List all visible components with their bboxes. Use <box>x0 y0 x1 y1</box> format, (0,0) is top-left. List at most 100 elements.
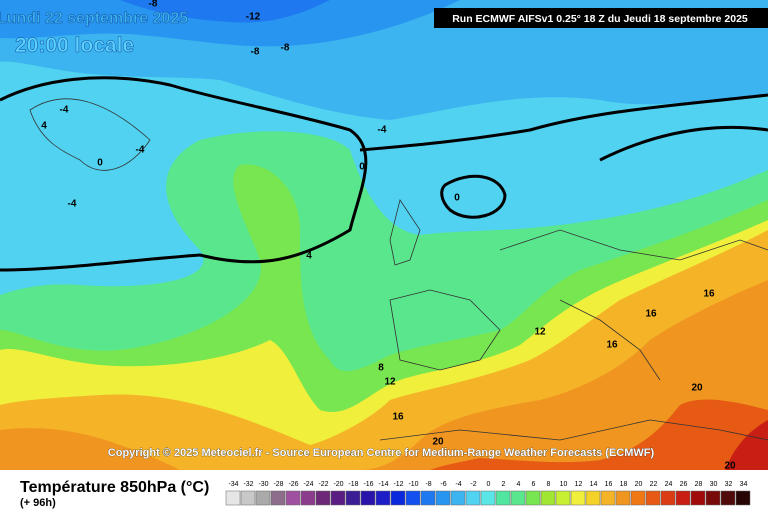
legend-label: -18 <box>348 481 358 488</box>
legend-swatch <box>735 490 751 506</box>
legend-label: 16 <box>605 481 613 488</box>
legend-label: -20 <box>333 481 343 488</box>
legend-label: 30 <box>710 481 718 488</box>
legend-swatch <box>495 490 511 506</box>
contour-label: -4 <box>136 145 145 156</box>
legend-swatch <box>240 490 256 506</box>
forecast-date: Lundi 22 septembre 2025 <box>0 10 188 27</box>
legend-label: -14 <box>378 481 388 488</box>
legend-label: -6 <box>440 481 446 488</box>
field-red <box>430 399 768 470</box>
legend-swatch <box>270 490 286 506</box>
field-darkred <box>725 420 768 470</box>
legend-swatch <box>420 490 436 506</box>
run-info: Run ECMWF AIFSv1 0.25° 18 Z du Jeudi 18 … <box>452 13 748 25</box>
legend-label: -32 <box>243 481 253 488</box>
legend-swatch <box>660 490 676 506</box>
contour-0-east <box>359 93 768 152</box>
legend-swatch <box>720 490 736 506</box>
legend-label: -4 <box>455 481 461 488</box>
legend-label: -28 <box>273 481 283 488</box>
contour-label: 16 <box>703 289 715 300</box>
contour-label: -4 <box>68 199 77 210</box>
contour-label: 20 <box>724 461 736 472</box>
coastlines <box>29 98 768 441</box>
legend-label: -16 <box>363 481 373 488</box>
contour-label: 12 <box>384 377 396 388</box>
contour-label: -12 <box>246 12 261 23</box>
legend-label: 24 <box>665 481 673 488</box>
legend-label: -2 <box>470 481 476 488</box>
contour-label: -4 <box>378 125 387 136</box>
contour-0-scandinavia <box>599 125 768 162</box>
field-darkorange <box>0 280 768 470</box>
contour-0 <box>0 76 368 272</box>
legend-swatch <box>615 490 631 506</box>
legend-swatch <box>450 490 466 506</box>
legend-swatch <box>510 490 526 506</box>
contour-0-uk <box>440 174 507 219</box>
contour-label: -8 <box>251 47 260 58</box>
legend-swatch <box>570 490 586 506</box>
legend-label: 22 <box>650 481 658 488</box>
legend-swatch <box>675 490 691 506</box>
contour-label: 20 <box>691 383 703 394</box>
legend-label: 12 <box>575 481 583 488</box>
legend: -34 -32 -30 -28 -26 -24 -22 -20 -18 -16 -14 -12 -10-… <box>225 481 751 506</box>
legend-swatch <box>255 490 271 506</box>
legend-label: 14 <box>590 481 598 488</box>
legend-swatch <box>360 490 376 506</box>
legend-label: 0 <box>487 481 491 488</box>
contour-label: 8 <box>378 363 384 374</box>
contour-label: 16 <box>645 309 657 320</box>
footer-subtitle: (+ 96h) <box>20 497 56 509</box>
legend-label: -10 <box>408 481 418 488</box>
legend-label: -12 <box>393 481 403 488</box>
legend-label: -34 <box>228 481 238 488</box>
legend-label: 10 <box>560 481 568 488</box>
legend-swatch <box>330 490 346 506</box>
legend-label: -26 <box>288 481 298 488</box>
legend-label: -24 <box>303 481 313 488</box>
contour-label: 16 <box>606 340 618 351</box>
legend-swatch <box>585 490 601 506</box>
legend-swatch <box>390 490 406 506</box>
legend-swatch <box>600 490 616 506</box>
legend-swatch <box>630 490 646 506</box>
legend-swatch <box>540 490 556 506</box>
legend-label: 28 <box>695 481 703 488</box>
legend-swatch <box>690 490 706 506</box>
legend-label: -22 <box>318 481 328 488</box>
legend-label: 6 <box>532 481 536 488</box>
legend-swatch <box>705 490 721 506</box>
contour-label: 4 <box>41 121 47 132</box>
legend-label: 34 <box>740 481 748 488</box>
temperature-field <box>0 0 768 471</box>
legend-label: -8 <box>425 481 431 488</box>
legend-label: 2 <box>502 481 506 488</box>
legend-swatch <box>480 490 496 506</box>
field-darkblue <box>0 0 460 47</box>
legend-swatch <box>300 490 316 506</box>
contour-label: 0 <box>359 162 365 173</box>
legend-swatch <box>555 490 571 506</box>
forecast-time: 20:00 locale <box>15 34 134 57</box>
legend-swatch <box>435 490 451 506</box>
legend-swatch <box>285 490 301 506</box>
legend-label: 20 <box>635 481 643 488</box>
contour-labels: -8-12-8 -8-44-40-4-4004161612168121620202… <box>41 0 736 472</box>
contour-label: 0 <box>454 193 460 204</box>
contour-label: 4 <box>306 251 312 262</box>
contour-label: -8 <box>281 43 290 54</box>
contour-label: 16 <box>392 412 404 423</box>
legend-swatch <box>645 490 661 506</box>
run-box <box>434 8 768 28</box>
contour-label: 12 <box>534 327 546 338</box>
contour-label: 20 <box>432 437 444 448</box>
legend-swatch <box>465 490 481 506</box>
legend-label: 32 <box>725 481 733 488</box>
legend-label: 8 <box>547 481 551 488</box>
footer-title: Température 850hPa (°C) <box>20 479 209 496</box>
zero-contours <box>0 76 768 272</box>
